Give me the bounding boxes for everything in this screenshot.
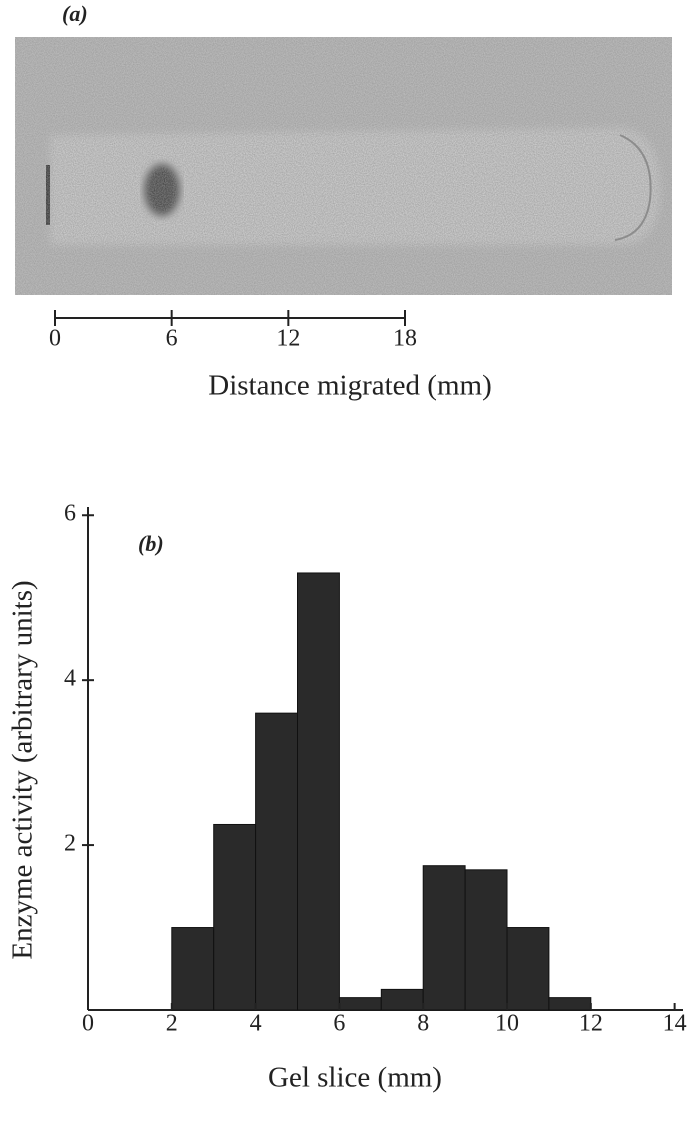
x-tick-label: 6 <box>166 326 178 352</box>
bar <box>213 823 257 1011</box>
x-tick-label: 12 <box>276 326 300 352</box>
panel-label: (b) <box>138 531 164 556</box>
x-tick-label: 4 <box>250 1011 262 1037</box>
x-tick-label: 8 <box>417 1011 429 1037</box>
bar <box>338 997 382 1011</box>
x-axis-label: Distance migrated (mm) <box>208 370 491 402</box>
bar <box>464 869 508 1011</box>
x-tick-label: 10 <box>495 1011 519 1037</box>
bar <box>548 997 592 1011</box>
bar <box>171 927 215 1011</box>
bar <box>297 572 340 1011</box>
x-tick-label: 18 <box>393 326 417 352</box>
bar <box>255 712 299 1011</box>
bar <box>380 988 424 1011</box>
gel-photo <box>15 37 672 295</box>
y-tick-label: 6 <box>64 501 76 527</box>
panel-label: (a) <box>62 1 88 26</box>
y-tick-label: 4 <box>64 666 76 692</box>
x-tick-label: 0 <box>49 326 61 352</box>
x-tick-label: 6 <box>333 1011 345 1037</box>
x-axis-label: Gel slice (mm) <box>268 1062 442 1094</box>
x-tick-label: 12 <box>579 1011 603 1037</box>
bar <box>422 865 466 1011</box>
y-axis-label: Enzyme activity (arbitrary units) <box>7 580 39 959</box>
y-tick-label: 2 <box>64 831 76 857</box>
bar <box>506 927 550 1011</box>
x-tick-label: 2 <box>166 1011 178 1037</box>
x-tick-label: 14 <box>663 1011 687 1037</box>
x-tick-label: 0 <box>82 1011 94 1037</box>
